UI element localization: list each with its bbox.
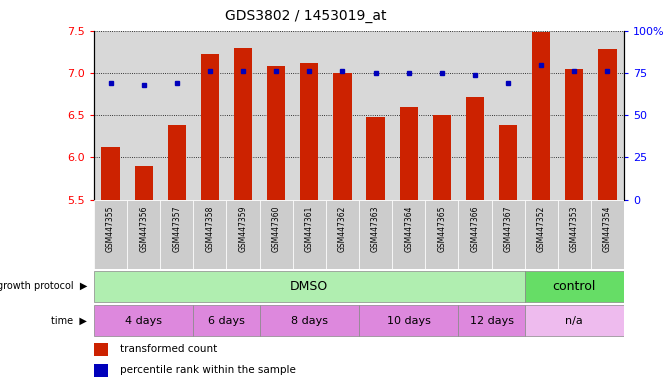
Bar [201,55,219,200]
Bar [193,305,260,336]
Text: 4 days: 4 days [125,316,162,326]
Text: GSM447362: GSM447362 [338,205,347,252]
Bar [532,32,550,200]
Bar [168,125,186,200]
Text: GSM447357: GSM447357 [172,205,181,252]
Text: GSM447352: GSM447352 [537,205,546,252]
Text: 10 days: 10 days [386,316,431,326]
Bar [433,115,451,200]
Bar [359,305,458,336]
Text: 12 days: 12 days [470,316,513,326]
Bar [267,66,285,200]
Bar [425,200,458,269]
Bar [599,49,617,200]
Bar [333,73,352,200]
Text: GSM447365: GSM447365 [437,205,446,252]
Text: GSM447360: GSM447360 [272,205,280,252]
Bar [300,63,319,200]
Text: GSM447355: GSM447355 [106,205,115,252]
Text: time  ▶: time ▶ [52,316,87,326]
Bar [260,305,359,336]
Text: GSM447366: GSM447366 [470,205,480,252]
Bar [591,200,624,269]
Bar [499,125,517,200]
Text: GSM447363: GSM447363 [371,205,380,252]
Bar [359,200,392,269]
Bar [94,343,109,356]
Bar [399,107,418,200]
Bar [392,200,425,269]
Text: GSM447358: GSM447358 [205,205,215,252]
Bar [234,48,252,200]
Bar [366,117,384,200]
Bar [491,200,525,269]
Bar [326,200,359,269]
Bar [193,200,227,269]
Text: 8 days: 8 days [291,316,328,326]
Bar [565,69,584,200]
Bar [94,364,109,377]
Text: GSM447367: GSM447367 [503,205,513,252]
Bar [134,166,153,200]
Bar [525,200,558,269]
Bar [525,305,624,336]
Text: GSM447359: GSM447359 [238,205,248,252]
Text: transformed count: transformed count [121,344,217,354]
Text: n/a: n/a [566,316,583,326]
Bar [466,97,484,200]
Bar [558,200,591,269]
Text: GSM447353: GSM447353 [570,205,579,252]
Bar [458,200,491,269]
Bar [127,200,160,269]
Bar [94,200,127,269]
Bar [94,271,525,302]
Text: GSM447354: GSM447354 [603,205,612,252]
Text: percentile rank within the sample: percentile rank within the sample [121,365,297,375]
Bar [525,271,624,302]
Text: growth protocol  ▶: growth protocol ▶ [0,281,87,291]
Bar [227,200,260,269]
Text: GSM447356: GSM447356 [139,205,148,252]
Bar [94,305,193,336]
Bar [101,147,119,200]
Text: 6 days: 6 days [208,316,245,326]
Text: GDS3802 / 1453019_at: GDS3802 / 1453019_at [225,9,386,23]
Text: control: control [553,280,596,293]
Bar [160,200,193,269]
Bar [458,305,525,336]
Text: DMSO: DMSO [290,280,328,293]
Text: GSM447361: GSM447361 [305,205,314,252]
Bar [293,200,326,269]
Bar [260,200,293,269]
Text: GSM447364: GSM447364 [404,205,413,252]
